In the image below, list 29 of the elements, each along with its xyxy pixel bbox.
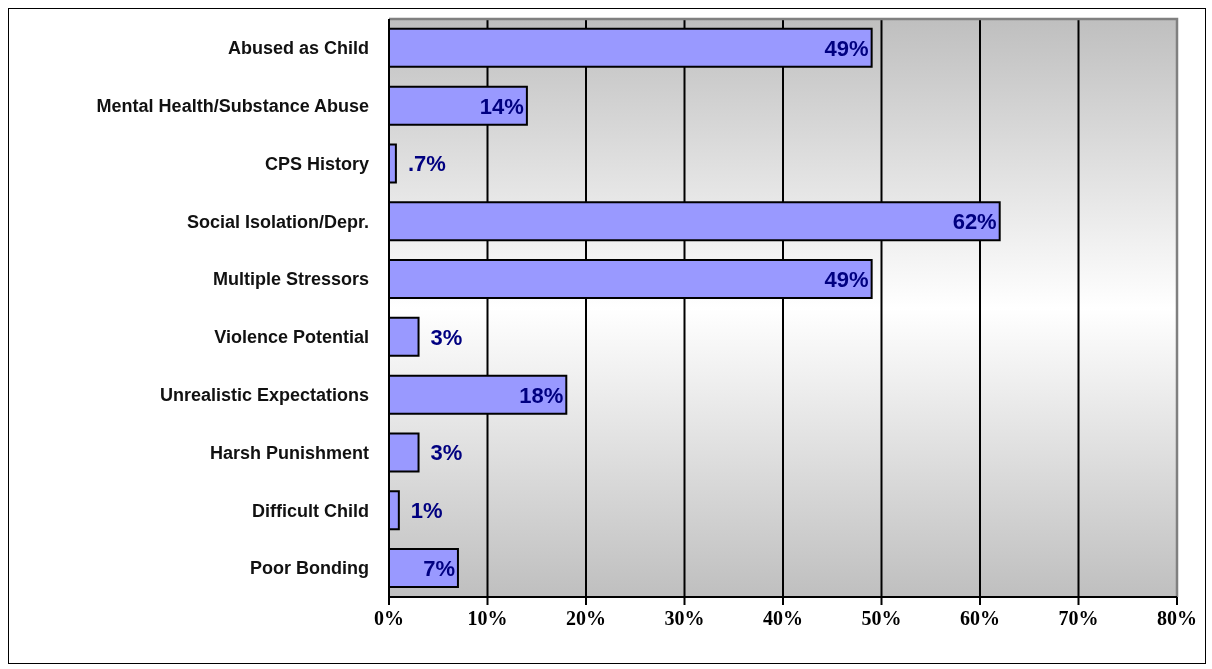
data-label: 62%	[952, 209, 997, 235]
y-tick-label: Harsh Punishment	[209, 442, 369, 463]
y-tick-label: Social Isolation/Depr.	[186, 211, 369, 232]
x-tick-label: 50%	[861, 607, 902, 630]
y-tick-label: Abused as Child	[227, 38, 369, 59]
x-tick-label: 20%	[566, 607, 606, 630]
y-tick-label: Violence Potential	[214, 327, 369, 348]
data-label: 49%	[824, 266, 869, 292]
data-label: 1%	[410, 498, 443, 524]
data-label: 18%	[519, 382, 564, 408]
data-label: 3%	[430, 324, 463, 350]
y-tick-label: Unrealistic Expectations	[159, 385, 369, 406]
data-label: 49%	[824, 35, 869, 61]
x-tick-label: 60%	[960, 607, 1000, 630]
x-tick-label: 80%	[1157, 607, 1197, 630]
x-tick-label: 10%	[467, 607, 508, 630]
y-tick-label: Poor Bonding	[250, 558, 369, 579]
data-label: 14%	[479, 93, 524, 119]
x-tick-label: 0%	[374, 607, 404, 630]
y-tick-label: Difficult Child	[252, 500, 369, 521]
y-tick-label: Mental Health/Substance Abuse	[96, 96, 369, 117]
data-label: 7%	[423, 555, 455, 581]
x-tick-label: 40%	[763, 607, 803, 630]
data-label: .7%	[407, 151, 446, 177]
y-tick-label: CPS History	[264, 153, 369, 174]
y-tick-label: Multiple Stressors	[212, 269, 369, 290]
data-label: 3%	[430, 440, 463, 466]
x-tick-label: 30%	[664, 607, 705, 630]
x-tick-label: 70%	[1058, 607, 1099, 630]
